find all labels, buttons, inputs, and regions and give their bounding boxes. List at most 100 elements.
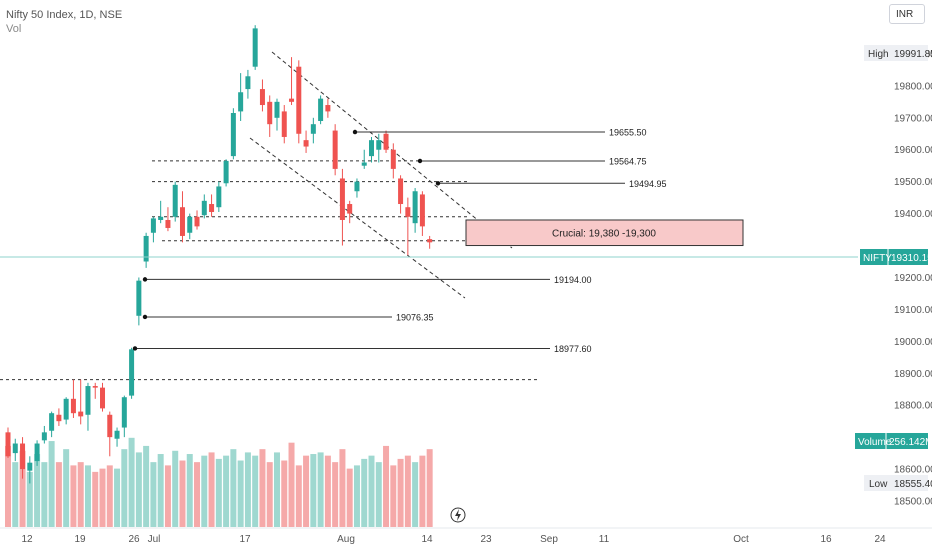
candle[interactable] (150, 216, 156, 243)
candle[interactable] (209, 194, 215, 217)
candle[interactable] (281, 105, 287, 144)
candle[interactable] (223, 159, 229, 187)
time-tick-label: 14 (421, 534, 433, 545)
candle[interactable] (5, 427, 11, 458)
candle[interactable] (121, 395, 127, 438)
candle[interactable] (107, 411, 113, 457)
volume-bar (303, 455, 310, 527)
price-tick-label: 19700.00 (894, 113, 932, 124)
price-tick-label: 18600.00 (894, 465, 932, 476)
volume-bar (281, 460, 288, 527)
price-tick-label: 19000.00 (894, 337, 932, 348)
candle[interactable] (201, 194, 207, 219)
volume-bar (194, 462, 201, 527)
channel-lower-line[interactable] (249, 137, 466, 299)
low-label-group: Low 18555.40 (864, 475, 932, 491)
candle[interactable] (419, 191, 425, 236)
candle[interactable] (172, 181, 178, 222)
volume-bar (34, 454, 41, 527)
candle[interactable] (230, 108, 236, 160)
candle[interactable] (49, 411, 55, 438)
volume-bar (295, 465, 302, 527)
candle[interactable] (12, 438, 18, 462)
price-axis[interactable]: 19900.0019800.0019700.0019600.0019500.00… (894, 49, 932, 507)
last-price-badge: NIFTY 19310.15 (860, 249, 932, 265)
candle[interactable] (310, 117, 316, 144)
price-tick-label: 18800.00 (894, 401, 932, 412)
candle[interactable] (238, 73, 244, 121)
volume-bar (215, 458, 222, 527)
candle[interactable] (129, 347, 135, 399)
candle[interactable] (252, 25, 258, 70)
candle[interactable] (383, 130, 389, 153)
candle[interactable] (20, 437, 26, 479)
candle[interactable] (390, 143, 396, 179)
candle[interactable] (85, 382, 91, 431)
volume-bar (317, 452, 324, 527)
candle[interactable] (274, 98, 280, 131)
candle[interactable] (347, 200, 353, 224)
candle[interactable] (398, 175, 404, 214)
candle[interactable] (303, 130, 309, 153)
time-axis[interactable]: 12 19 26 Jul 17 Aug 14 23 Sep 11 Oct 16 24 (0, 527, 932, 545)
volume-bar (121, 449, 128, 527)
candle[interactable] (179, 191, 185, 243)
candle[interactable] (92, 382, 98, 399)
candle[interactable] (325, 98, 331, 118)
volume-bar (259, 449, 266, 527)
currency-selector[interactable]: INR (889, 4, 925, 24)
volume-bar (5, 445, 11, 527)
candle[interactable] (296, 60, 302, 144)
candle[interactable] (427, 235, 433, 249)
level-label: 19494.95 (629, 179, 667, 189)
volume-bar (106, 465, 113, 527)
candle[interactable] (78, 379, 84, 425)
low-value: 18555.40 (894, 479, 932, 490)
candle[interactable] (405, 197, 411, 256)
candle[interactable] (114, 427, 120, 447)
candle[interactable] (318, 95, 324, 125)
candle[interactable] (165, 207, 171, 232)
symbol-label: NIFTY (863, 253, 892, 264)
candle[interactable] (63, 397, 69, 425)
candle[interactable] (339, 168, 345, 246)
candle[interactable] (245, 69, 251, 99)
candle[interactable] (70, 379, 76, 418)
candle[interactable] (267, 95, 273, 137)
volume-bar (150, 462, 157, 527)
candle[interactable] (361, 149, 367, 169)
candle[interactable] (369, 136, 374, 163)
level-anchor-dot (352, 129, 358, 135)
candle[interactable] (354, 178, 360, 198)
candle[interactable] (187, 213, 193, 240)
candle[interactable] (27, 456, 33, 484)
candle[interactable] (34, 440, 40, 466)
candle[interactable] (56, 408, 62, 426)
candle[interactable] (194, 210, 200, 230)
candle[interactable] (289, 57, 295, 106)
volume-bar (346, 468, 353, 527)
candle[interactable] (136, 277, 142, 326)
volume-bars (5, 437, 433, 527)
candle[interactable] (332, 124, 338, 176)
candle[interactable] (100, 382, 106, 412)
level-anchor-dot (142, 314, 148, 320)
level-annotations: 19655.50 19564.75 19494.95 19194.00 19076.35… (132, 128, 667, 354)
volume-label: Volume (858, 437, 892, 448)
candle[interactable] (158, 200, 164, 224)
candle[interactable] (412, 188, 418, 233)
candle[interactable] (41, 425, 47, 444)
level-label: 19194.00 (554, 275, 592, 285)
volume-bar (63, 449, 70, 527)
lightning-icon[interactable] (450, 507, 466, 523)
candle[interactable] (259, 79, 265, 112)
candle[interactable] (376, 133, 382, 163)
candle[interactable] (216, 181, 222, 213)
volume-badge: Volume 256.142M (855, 433, 932, 449)
high-label-group: High 19991.85 (864, 45, 932, 61)
time-tick-label: 19 (74, 534, 86, 545)
crucial-zone-box[interactable] (465, 219, 744, 247)
candle[interactable] (143, 232, 149, 268)
